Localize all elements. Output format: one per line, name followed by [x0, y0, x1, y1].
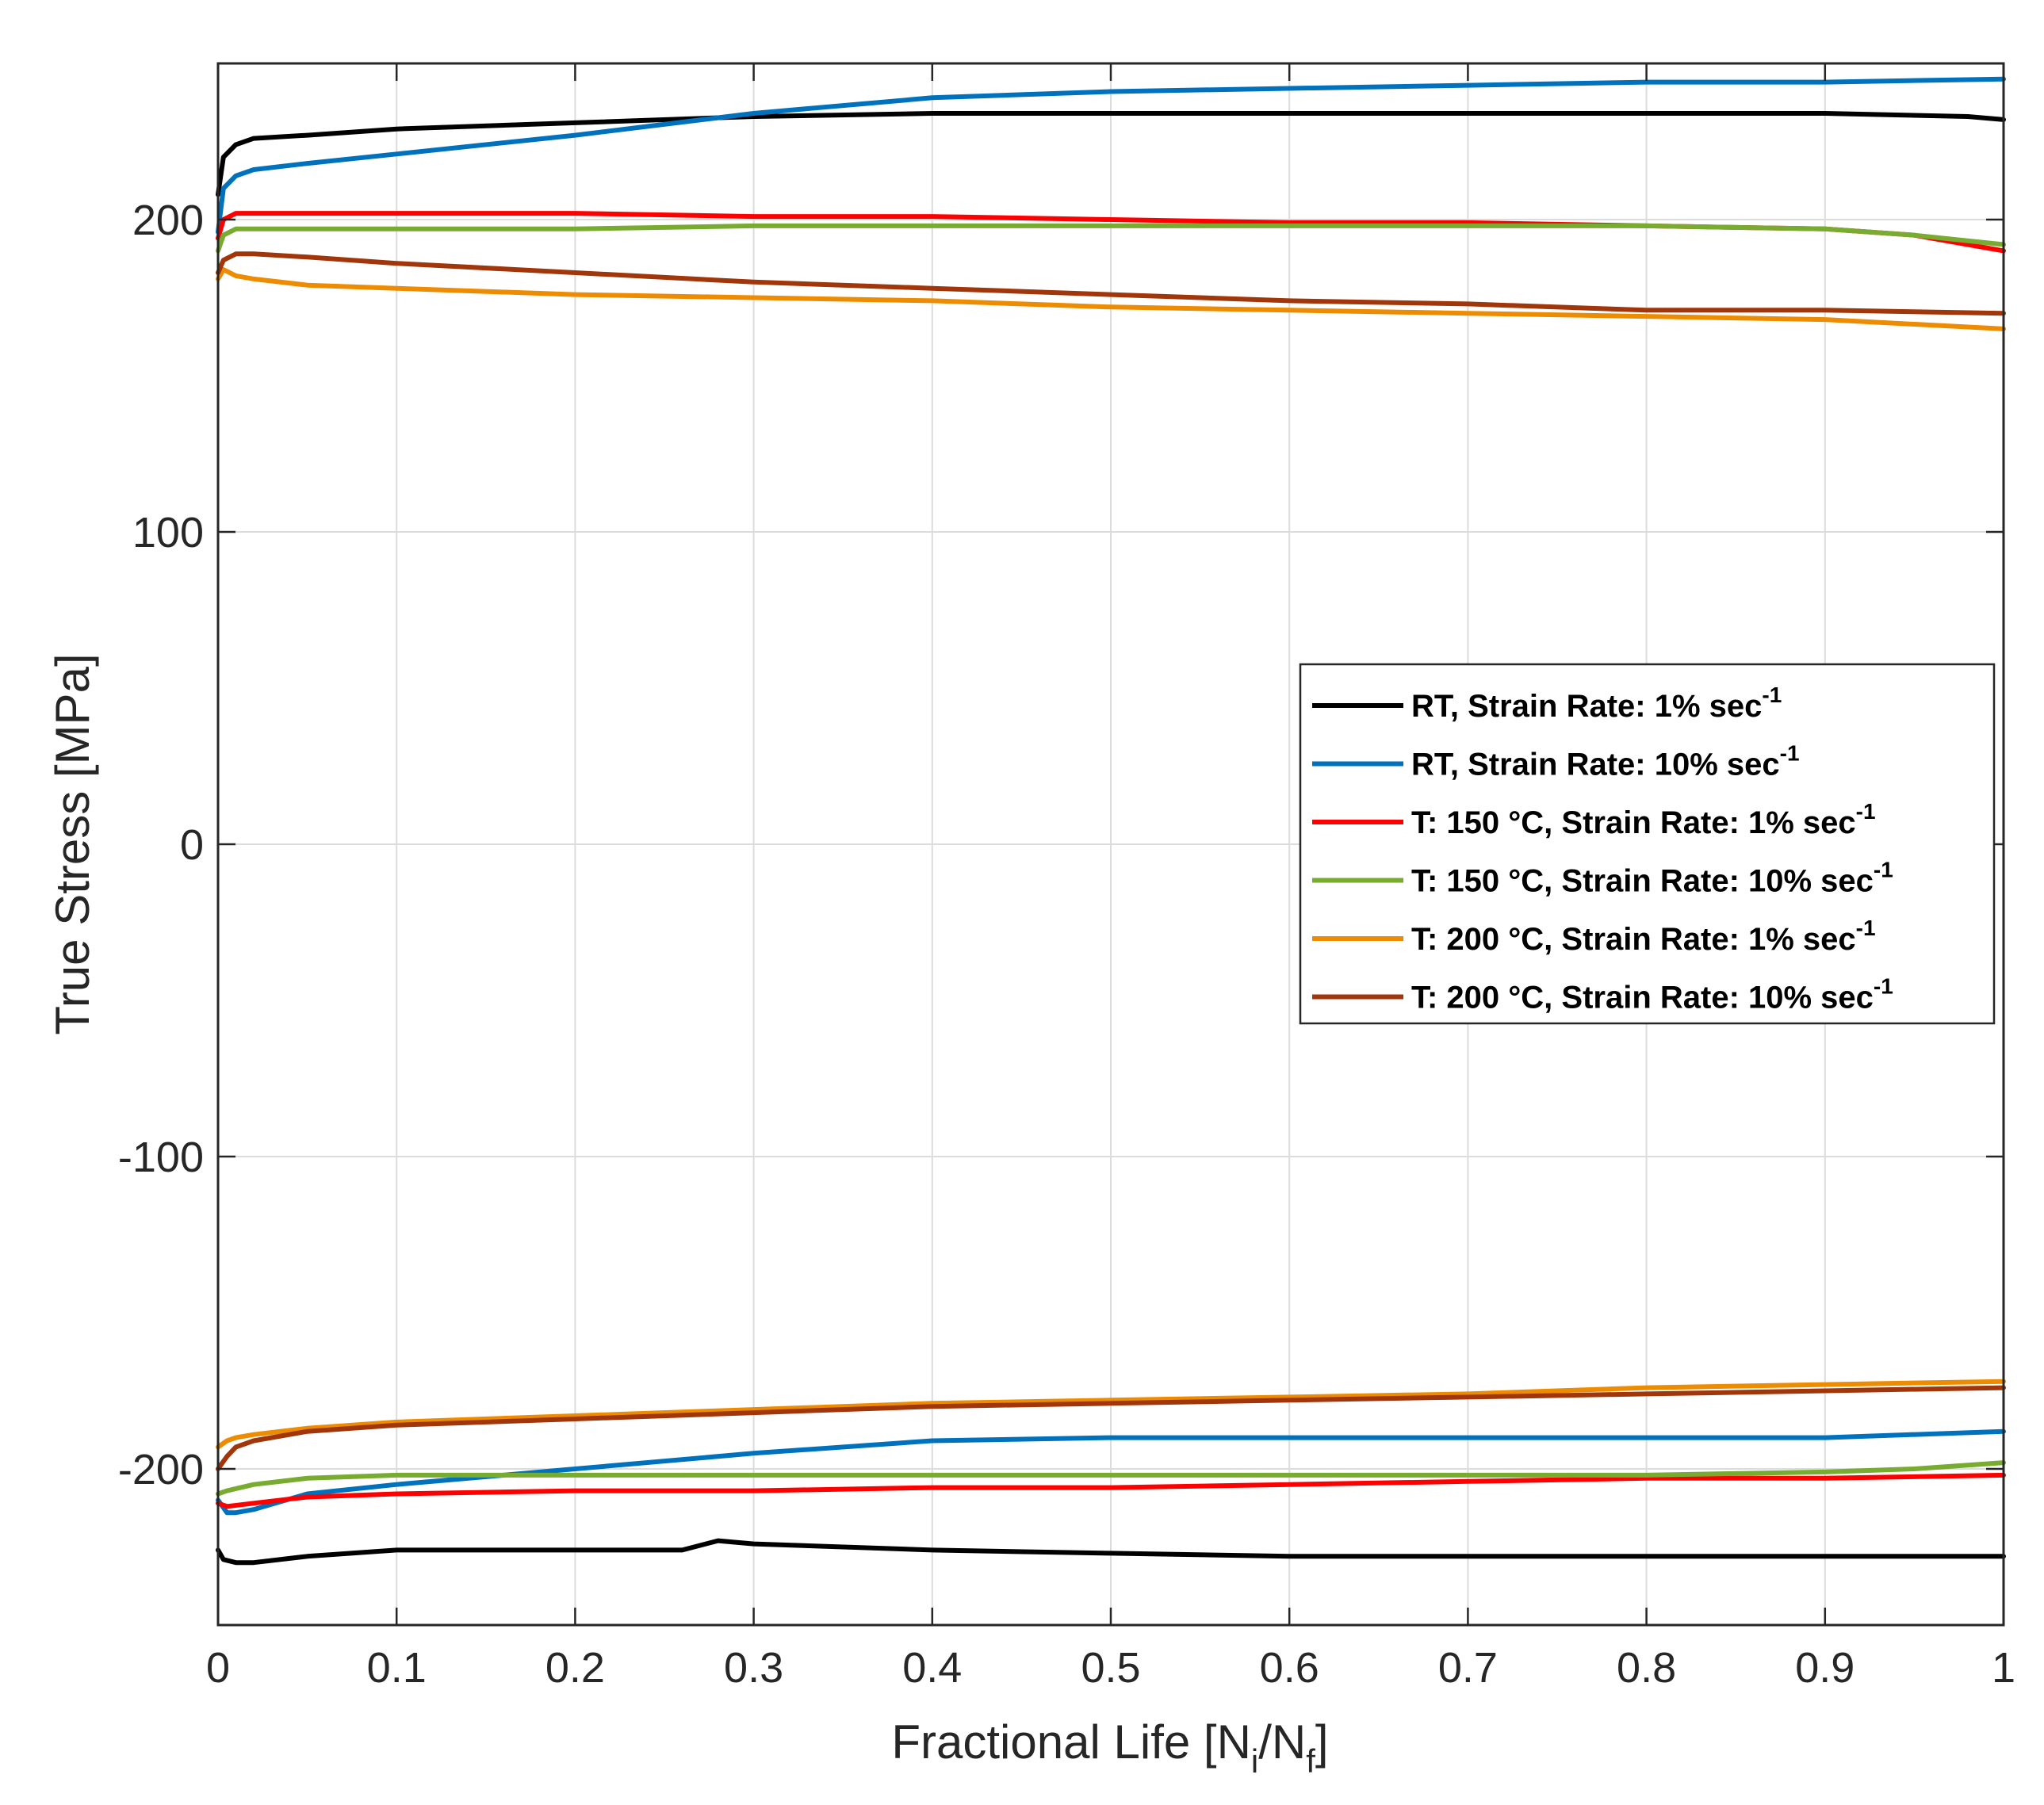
series-1 — [216, 111, 2006, 1566]
x-tick-label: 0.4 — [902, 1644, 962, 1692]
series-6-min-stress-line — [216, 1385, 2006, 1471]
series-3-min-stress-line — [216, 1472, 2006, 1509]
series-1-max-stress-line — [216, 111, 2006, 197]
y-axis-title: True Stress [MPa] — [46, 653, 99, 1034]
y-tick-label: 0 — [180, 821, 204, 869]
series-4-max-stress-line — [216, 223, 2006, 254]
x-tick-label: 0.8 — [1617, 1644, 1676, 1692]
series-4-min-stress-line — [216, 1460, 2006, 1497]
legend-entry: T: 150 °C, Strain Rate: 1% sec-1 — [1312, 799, 1876, 840]
axis-ticks: 0 0.1 0.2 0.3 0.4 0.5 0.6 0.7 0.8 0.9 1 -200 -100 0 10… — [118, 63, 2015, 1692]
legend-label: T: 200 °C, Strain Rate: 1% sec-1 — [1411, 916, 1876, 957]
legend-label: T: 200 °C, Strain Rate: 10% sec-1 — [1411, 974, 1893, 1015]
legend-label: RT, Strain Rate: 1% sec-1 — [1411, 683, 1782, 724]
legend-label: T: 150 °C, Strain Rate: 1% sec-1 — [1411, 799, 1876, 840]
series-2 — [216, 76, 2006, 1516]
x-tick-label: 0.3 — [724, 1644, 783, 1692]
x-tick-label: 0.6 — [1260, 1644, 1319, 1692]
legend-entry: RT, Strain Rate: 10% sec-1 — [1312, 741, 1800, 782]
legend-entry: RT, Strain Rate: 1% sec-1 — [1312, 683, 1782, 724]
x-tick-label: 0.7 — [1438, 1644, 1498, 1692]
series-2-max-stress-line — [216, 76, 2006, 235]
legend-entries: RT, Strain Rate: 1% sec-1 RT, Strain Rate… — [1312, 683, 1893, 1015]
legend-box — [1299, 663, 1996, 1025]
series-5-min-stress-line — [216, 1379, 2006, 1450]
series-2-min-stress-line — [216, 1428, 2006, 1516]
x-tick-label: 0.1 — [367, 1644, 427, 1692]
series-4 — [216, 223, 2006, 1497]
legend: RT, Strain Rate: 1% sec-1 RT, Strain Rate… — [1299, 663, 1996, 1025]
series-group — [216, 76, 2006, 1566]
x-tick-label: 0.9 — [1795, 1644, 1855, 1692]
legend-label: RT, Strain Rate: 10% sec-1 — [1411, 741, 1800, 782]
series-5-max-stress-line — [216, 267, 2006, 331]
x-tick-label: 0 — [206, 1644, 230, 1692]
legend-entry: T: 200 °C, Strain Rate: 10% sec-1 — [1312, 974, 1893, 1015]
x-tick-label: 0.5 — [1081, 1644, 1140, 1692]
x-tick-label: 1 — [1992, 1644, 2015, 1692]
y-tick-label: -200 — [118, 1446, 204, 1493]
series-1-min-stress-line — [216, 1538, 2006, 1566]
series-6 — [216, 251, 2006, 1471]
legend-entry: T: 200 °C, Strain Rate: 1% sec-1 — [1312, 916, 1876, 957]
x-tick-label: 0.2 — [545, 1644, 605, 1692]
y-tick-label: 200 — [132, 197, 204, 244]
series-6-max-stress-line — [216, 251, 2006, 316]
y-tick-label: -100 — [118, 1134, 204, 1181]
series-5 — [216, 267, 2006, 1450]
legend-label: T: 150 °C, Strain Rate: 10% sec-1 — [1411, 858, 1893, 899]
legend-entry: T: 150 °C, Strain Rate: 10% sec-1 — [1312, 858, 1893, 899]
y-tick-label: 100 — [132, 509, 204, 556]
x-axis-title: Fractional Life [Ni/Nf] — [891, 1715, 1328, 1780]
